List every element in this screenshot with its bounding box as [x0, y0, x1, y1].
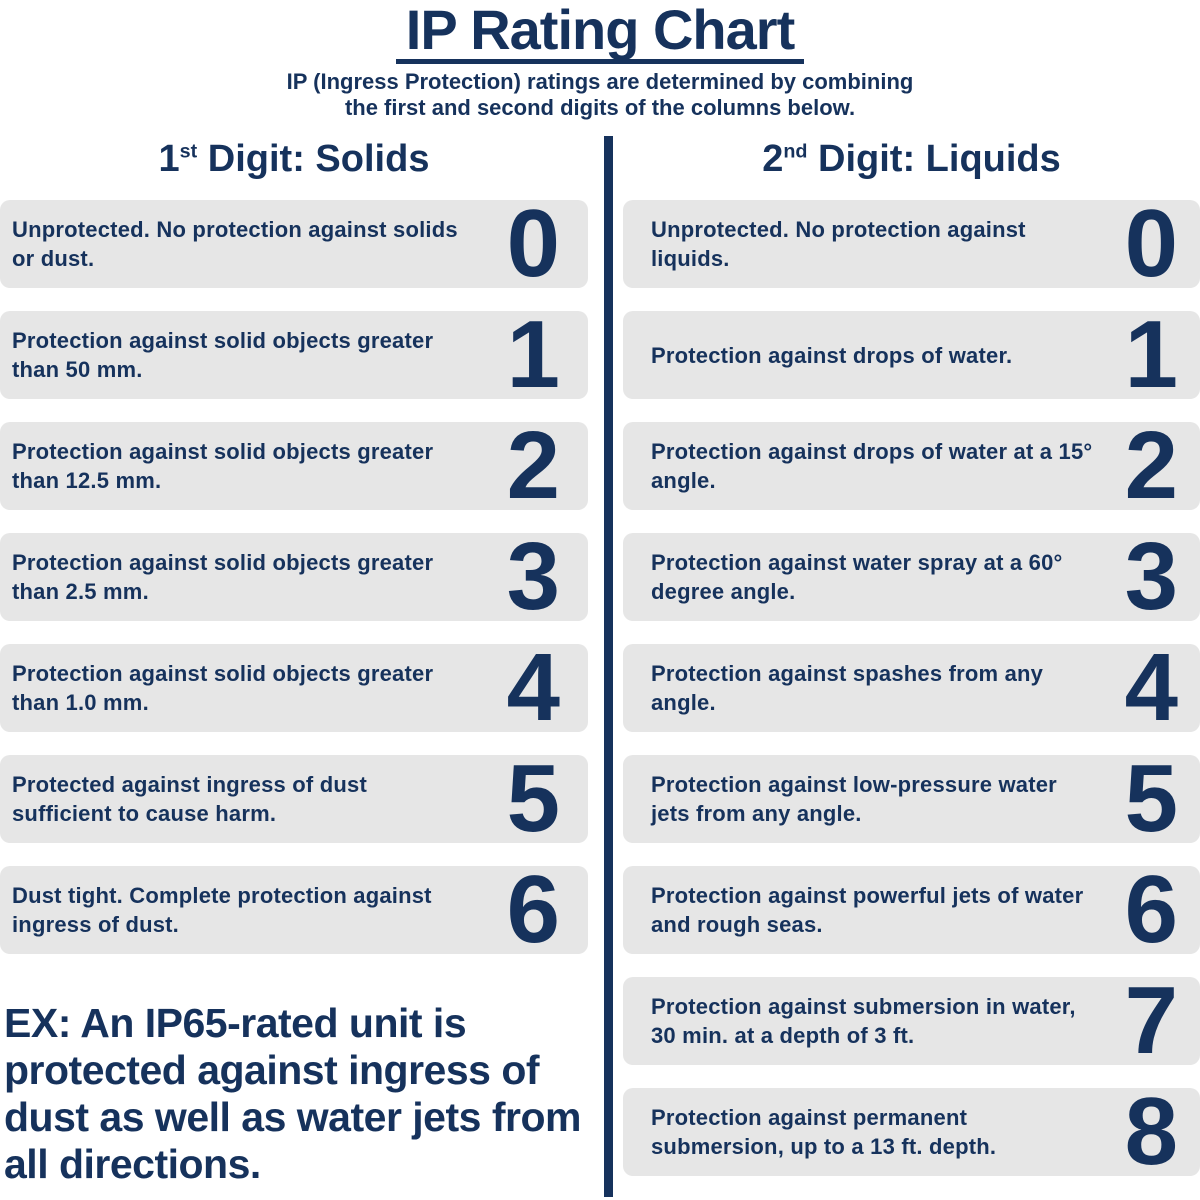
rating-description: Protection against solid objects greater… [12, 661, 434, 715]
rating-digit: 1 [1124, 301, 1178, 408]
heading-label: Digit: Solids [197, 138, 430, 180]
rating-row: Protection against solid objects greater… [0, 301, 588, 408]
rating-row: Protection against solid objects greater… [0, 634, 588, 741]
rating-digit: 7 [1124, 967, 1178, 1074]
rating-row: Protection against submersion in water, … [623, 967, 1200, 1074]
rating-description: Protection against water spray at a 60° … [651, 550, 1063, 604]
rating-description: Unprotected. No protection against liqui… [651, 217, 1026, 271]
example-text: EX: An IP65-rated unit is protected agai… [4, 1000, 581, 1187]
rating-description: Protection against submersion in water, … [651, 994, 1076, 1048]
rating-digit: 2 [1124, 412, 1178, 519]
rating-row: Protection against water spray at a 60° … [623, 523, 1200, 630]
liquids-column-heading: 2nd Digit: Liquids [623, 134, 1200, 200]
rating-description: Protection against low-pressure water je… [651, 772, 1057, 826]
rating-row: Protection against drops of water. 1 [623, 301, 1200, 408]
rating-digit: 4 [1124, 634, 1178, 741]
rating-digit: 1 [506, 301, 560, 408]
rating-row: Protection against powerful jets of wate… [623, 856, 1200, 963]
rating-description: Protection against drops of water. [651, 342, 1013, 368]
rating-description: Protected against ingress of dust suffic… [12, 772, 368, 826]
solids-column-heading: 1st Digit: Solids [0, 134, 588, 200]
rating-digit: 3 [506, 523, 560, 630]
rating-description: Unprotected. No protection against solid… [12, 217, 458, 271]
rating-row: Protected against ingress of dust suffic… [0, 745, 588, 852]
rating-digit: 8 [1124, 1078, 1178, 1185]
rating-digit: 5 [1124, 745, 1178, 852]
rating-description: Protection against solid objects greater… [12, 439, 434, 493]
rating-digit: 2 [506, 412, 560, 519]
rating-row: Unprotected. No protection against liqui… [623, 190, 1200, 297]
rating-row: Protection against spashes from any angl… [623, 634, 1200, 741]
heading-number: 1 [158, 138, 180, 180]
rating-description: Protection against solid objects greater… [12, 550, 434, 604]
rating-description: Protection against powerful jets of wate… [651, 883, 1084, 937]
rating-row: Protection against drops of water at a 1… [623, 412, 1200, 519]
page-subtitle: IP (Ingress Protection) ratings are dete… [0, 69, 1200, 121]
rating-digit: 0 [1124, 190, 1178, 297]
rating-digit: 4 [506, 634, 560, 741]
rating-description: Protection against permanent submersion,… [651, 1105, 997, 1159]
rating-row: Protection against solid objects greater… [0, 412, 588, 519]
rating-digit: 6 [506, 856, 560, 963]
rating-row: Protection against permanent submersion,… [623, 1078, 1200, 1185]
rating-row: Dust tight. Complete protection against … [0, 856, 588, 963]
page-title: IP Rating Chart [395, 2, 805, 64]
rating-digit: 5 [506, 745, 560, 852]
column-divider [604, 136, 613, 1197]
rating-description: Protection against drops of water at a 1… [651, 439, 1093, 493]
rating-row: Unprotected. No protection against solid… [0, 190, 588, 297]
rating-digit: 3 [1124, 523, 1178, 630]
rating-digit: 6 [1124, 856, 1178, 963]
subtitle-line-2: the first and second digits of the colum… [344, 95, 856, 120]
heading-ordinal-suffix: nd [783, 140, 808, 163]
rating-description: Protection against spashes from any angl… [651, 661, 1044, 715]
heading-label: Digit: Liquids [807, 138, 1061, 180]
heading-ordinal-suffix: st [179, 140, 198, 163]
rating-row: Protection against low-pressure water je… [623, 745, 1200, 852]
solids-rows: Unprotected. No protection against solid… [0, 190, 588, 963]
solids-column: 1st Digit: Solids Unprotected. No protec… [0, 134, 588, 977]
page-header: IP Rating Chart IP (Ingress Protection) … [0, 0, 1200, 121]
subtitle-line-1: IP (Ingress Protection) ratings are dete… [286, 69, 914, 94]
rating-description: Protection against solid objects greater… [12, 328, 434, 382]
rating-digit: 0 [506, 190, 560, 297]
rating-row: Protection against solid objects greater… [0, 523, 588, 630]
heading-number: 2 [762, 138, 784, 180]
liquids-column: 2nd Digit: Liquids Unprotected. No prote… [623, 134, 1200, 1199]
rating-description: Dust tight. Complete protection against … [12, 883, 432, 937]
liquids-rows: Unprotected. No protection against liqui… [623, 190, 1200, 1185]
